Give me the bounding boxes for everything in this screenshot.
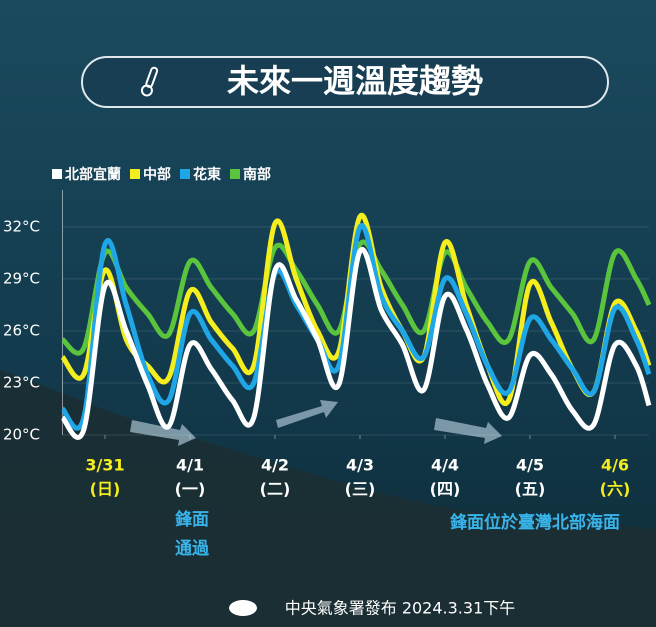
- x-tick-sublabel: (四): [430, 480, 461, 499]
- y-tick-label: 26°C: [3, 321, 40, 339]
- x-tick-label: 4/6: [601, 456, 629, 475]
- x-tick-sublabel: (二): [260, 480, 291, 499]
- x-tick-label: 4/3: [346, 456, 374, 475]
- x-tick-label: 4/1: [176, 456, 204, 475]
- legend-label: 南部: [243, 166, 271, 183]
- x-tick-label: 4/5: [516, 456, 544, 475]
- y-tick-label: 32°C: [3, 217, 40, 235]
- annotation: 鋒面位於臺灣北部海面: [449, 512, 620, 533]
- legend-swatch: [180, 169, 190, 179]
- legend-swatch: [130, 169, 140, 179]
- legend-label: 花東: [193, 166, 221, 183]
- annotation: 鋒面: [174, 509, 209, 530]
- y-tick-label: 23°C: [3, 373, 40, 391]
- y-tick-label: 29°C: [3, 269, 40, 287]
- series-line: [60, 239, 652, 356]
- legend-swatch: [52, 169, 62, 179]
- legend-swatch: [230, 169, 240, 179]
- chart-title: 未來一週溫度趨勢: [227, 62, 483, 100]
- series-line: [60, 223, 652, 431]
- arrows: [130, 400, 502, 446]
- title-box: [81, 56, 609, 108]
- legend-label: 北部宜蘭: [65, 166, 121, 183]
- footer: 中央氣象署發布 2024.3.31下午: [285, 599, 516, 618]
- x-tick-sublabel: (五): [515, 480, 546, 499]
- legend-label: 中部: [143, 166, 171, 183]
- x-tick-label: 3/31: [85, 456, 124, 475]
- y-tick-label: 20°C: [3, 426, 40, 444]
- x-tick-sublabel: (六): [600, 480, 631, 499]
- x-tick-sublabel: (三): [345, 480, 376, 499]
- series-line: [60, 212, 652, 406]
- x-tick-label: 4/4: [431, 456, 459, 475]
- series-line: [60, 246, 652, 440]
- thermometer-icon: [140, 66, 159, 97]
- x-tick-label: 4/2: [261, 456, 289, 475]
- x-tick-sublabel: (日): [90, 480, 121, 499]
- x-tick-sublabel: (一): [175, 480, 206, 499]
- footer-logo: [229, 600, 257, 616]
- annotation: 通過: [175, 539, 210, 559]
